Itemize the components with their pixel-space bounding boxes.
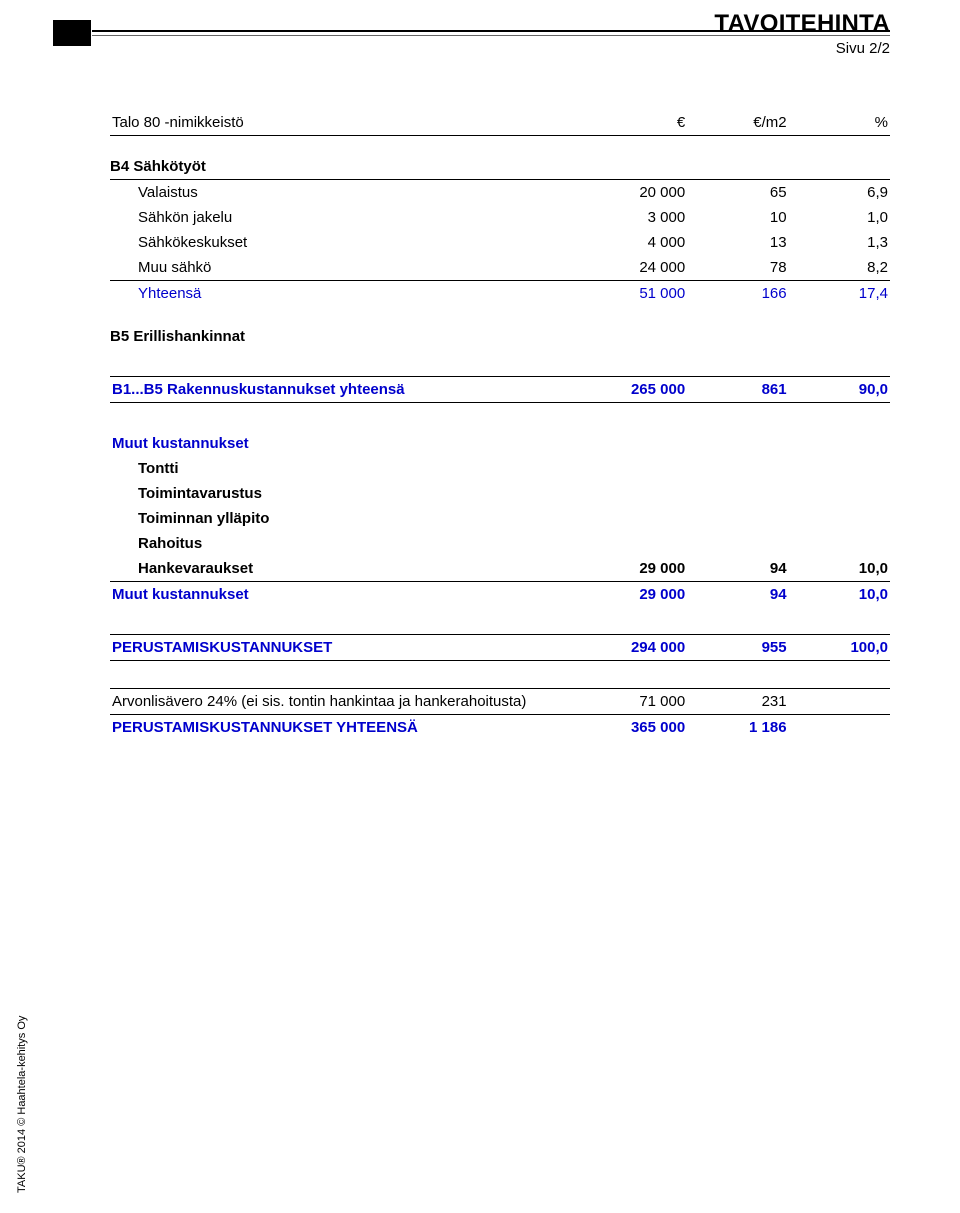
row-label: Valaistus [110, 179, 562, 205]
table-row: Muu sähkö 24 000 78 8,2 [110, 255, 890, 281]
table-row: Rahoitus [110, 531, 890, 556]
grand-subtotal-m2: 955 [687, 635, 788, 661]
total-eur: 51 000 [562, 280, 687, 306]
section-muut-head: Muut kustannukset [110, 431, 890, 456]
col-name: Talo 80 -nimikkeistö [110, 110, 562, 136]
cost-content: Talo 80 -nimikkeistö € €/m2 % B4 Sähköty… [110, 20, 890, 740]
row-pct: 6,9 [789, 179, 890, 205]
row-m2: 78 [687, 255, 788, 281]
total-m2: 166 [687, 280, 788, 306]
row-m2: 13 [687, 230, 788, 255]
row-eur: 24 000 [562, 255, 687, 281]
table-row: Tontti [110, 456, 890, 481]
subtotal-label: B1...B5 Rakennuskustannukset yhteensä [110, 377, 562, 403]
grand-subtotal-pct: 100,0 [789, 635, 890, 661]
page: TAVOITEHINTA Sivu 2/2 Talo 80 -nimikkeis… [0, 0, 960, 1213]
row-eur: 29 000 [562, 556, 687, 582]
section-b4-head: B4 Sähkötyöt [110, 154, 890, 180]
cost-table: Talo 80 -nimikkeistö € €/m2 % B4 Sähköty… [110, 110, 890, 740]
page-title: TAVOITEHINTA [714, 10, 890, 38]
page-number: Sivu 2/2 [714, 40, 890, 57]
col-pct: % [789, 110, 890, 136]
table-row: Toimintavarustus [110, 481, 890, 506]
col-m2: €/m2 [687, 110, 788, 136]
section-muut-title: Muut kustannukset [110, 431, 562, 456]
section-b4-title: B4 Sähkötyöt [110, 154, 562, 180]
page-header: TAVOITEHINTA Sivu 2/2 [714, 10, 890, 57]
total-pct: 17,4 [789, 280, 890, 306]
table-heading-row: Talo 80 -nimikkeistö € €/m2 % [110, 110, 890, 136]
row-label: Rahoitus [110, 531, 562, 556]
total-label: Muut kustannukset [110, 581, 562, 607]
vat-row: Arvonlisävero 24% (ei sis. tontin hankin… [110, 689, 890, 715]
total-eur: 29 000 [562, 581, 687, 607]
vat-m2: 231 [687, 689, 788, 715]
vat-label: Arvonlisävero 24% (ei sis. tontin hankin… [110, 689, 562, 715]
table-row: Sähkön jakelu 3 000 10 1,0 [110, 205, 890, 230]
table-row: Valaistus 20 000 65 6,9 [110, 179, 890, 205]
table-row: Hankevaraukset 29 000 94 10,0 [110, 556, 890, 582]
subtotal-eur: 265 000 [562, 377, 687, 403]
section-b5-title: B5 Erillishankinnat [110, 324, 562, 349]
grand-subtotal: PERUSTAMISKUSTANNUKSET 294 000 955 100,0 [110, 635, 890, 661]
subtotal-b1b5: B1...B5 Rakennuskustannukset yhteensä 26… [110, 377, 890, 403]
grand-subtotal-label: PERUSTAMISKUSTANNUKSET [110, 635, 562, 661]
row-label: Hankevaraukset [110, 556, 562, 582]
row-pct: 1,3 [789, 230, 890, 255]
row-m2: 65 [687, 179, 788, 205]
grand-total: PERUSTAMISKUSTANNUKSET YHTEENSÄ 365 000 … [110, 715, 890, 741]
row-label: Tontti [110, 456, 562, 481]
col-eur: € [562, 110, 687, 136]
total-m2: 94 [687, 581, 788, 607]
section-muut-total: Muut kustannukset 29 000 94 10,0 [110, 581, 890, 607]
table-row: Toiminnan ylläpito [110, 506, 890, 531]
total-label: Yhteensä [110, 280, 562, 306]
copyright: TAKU® 2014 © Haahtela-kehitys Oy [16, 1016, 28, 1193]
row-label: Toimintavarustus [110, 481, 562, 506]
subtotal-m2: 861 [687, 377, 788, 403]
section-b4-total: Yhteensä 51 000 166 17,4 [110, 280, 890, 306]
row-label: Muu sähkö [110, 255, 562, 281]
table-row: Sähkökeskukset 4 000 13 1,3 [110, 230, 890, 255]
row-eur: 20 000 [562, 179, 687, 205]
row-eur: 4 000 [562, 230, 687, 255]
grand-total-label: PERUSTAMISKUSTANNUKSET YHTEENSÄ [110, 715, 562, 741]
row-eur: 3 000 [562, 205, 687, 230]
grand-subtotal-eur: 294 000 [562, 635, 687, 661]
grand-total-m2: 1 186 [687, 715, 788, 741]
row-pct: 1,0 [789, 205, 890, 230]
row-m2: 94 [687, 556, 788, 582]
row-label: Sähkön jakelu [110, 205, 562, 230]
grand-total-eur: 365 000 [562, 715, 687, 741]
subtotal-pct: 90,0 [789, 377, 890, 403]
row-label: Sähkökeskukset [110, 230, 562, 255]
row-label: Toiminnan ylläpito [110, 506, 562, 531]
row-m2: 10 [687, 205, 788, 230]
total-pct: 10,0 [789, 581, 890, 607]
row-pct: 8,2 [789, 255, 890, 281]
section-b5-head: B5 Erillishankinnat [110, 324, 890, 349]
row-pct: 10,0 [789, 556, 890, 582]
vat-eur: 71 000 [562, 689, 687, 715]
page-crop-marker [53, 20, 91, 46]
